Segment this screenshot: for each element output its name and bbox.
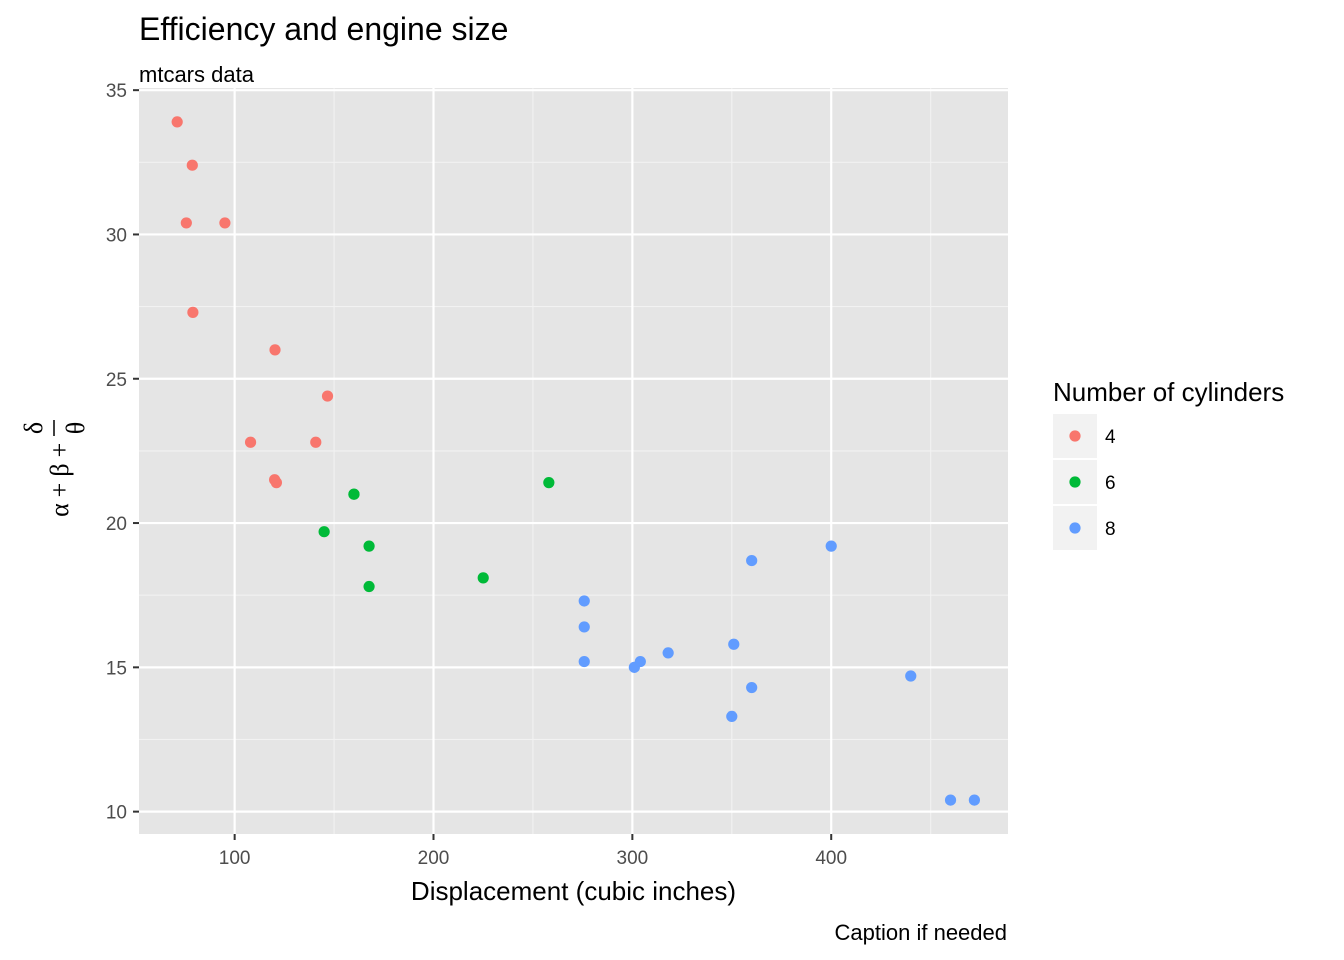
y-title-alpha: α bbox=[45, 503, 74, 517]
data-point-cyl-4 bbox=[270, 477, 283, 489]
y-tick-label: 10 bbox=[106, 803, 127, 824]
data-point-cyl-8 bbox=[578, 621, 590, 633]
data-point-cyl-6 bbox=[363, 580, 375, 593]
y-title-plus-2: + bbox=[45, 443, 74, 458]
legend-marker-6 bbox=[1069, 476, 1081, 488]
y-tick-label: 30 bbox=[106, 225, 127, 246]
data-point-cyl-8 bbox=[628, 661, 640, 673]
data-point-cyl-4 bbox=[171, 116, 183, 128]
legend-title: Number of cylinders bbox=[1053, 377, 1284, 407]
chart-caption: Caption if needed bbox=[835, 920, 1007, 945]
data-point-cyl-8 bbox=[905, 670, 917, 682]
data-points bbox=[171, 116, 980, 806]
data-point-cyl-4 bbox=[219, 217, 231, 229]
legend-marker-4 bbox=[1069, 430, 1081, 442]
legend-keys: 4 6 8 bbox=[1053, 414, 1116, 550]
legend-label-6: 6 bbox=[1105, 473, 1116, 494]
y-title-delta: δ bbox=[19, 422, 48, 434]
data-point-cyl-8 bbox=[578, 655, 590, 668]
legend-marker-8 bbox=[1069, 522, 1081, 534]
x-tick-label: 300 bbox=[617, 848, 649, 869]
data-point-cyl-4 bbox=[244, 436, 257, 448]
minor-grid bbox=[139, 88, 1008, 834]
x-axis-title: Displacement (cubic inches) bbox=[411, 876, 736, 906]
major-grid bbox=[139, 88, 1008, 834]
data-point-cyl-8 bbox=[968, 794, 980, 806]
data-point-cyl-8 bbox=[746, 554, 758, 567]
data-point-cyl-8 bbox=[728, 638, 740, 650]
data-point-cyl-4 bbox=[269, 344, 281, 356]
data-point-cyl-6 bbox=[477, 572, 489, 584]
data-point-cyl-8 bbox=[944, 794, 957, 806]
legend: Number of cylinders 4 6 8 bbox=[1053, 377, 1284, 550]
x-tick-label: 100 bbox=[219, 848, 251, 869]
chart-subtitle: mtcars data bbox=[139, 62, 255, 87]
y-axis: 10 15 20 25 30 35 bbox=[106, 81, 139, 824]
y-tick-label: 35 bbox=[106, 81, 127, 102]
data-point-cyl-4 bbox=[310, 436, 322, 448]
y-title-beta: β bbox=[45, 463, 74, 476]
x-axis: 100 200 300 400 bbox=[219, 834, 847, 869]
y-tick-label: 25 bbox=[106, 370, 127, 391]
x-tick-label: 400 bbox=[815, 848, 847, 869]
data-point-cyl-4 bbox=[187, 306, 199, 318]
legend-label-4: 4 bbox=[1105, 427, 1116, 448]
data-point-cyl-8 bbox=[825, 540, 837, 552]
y-axis-title: α + β + δ θ bbox=[19, 420, 90, 517]
y-tick-label: 20 bbox=[106, 514, 127, 535]
y-title-plus-1: + bbox=[45, 483, 74, 498]
data-point-cyl-8 bbox=[746, 681, 758, 694]
y-title-theta: θ bbox=[61, 422, 90, 434]
y-tick-label: 15 bbox=[106, 658, 127, 679]
data-point-cyl-6 bbox=[348, 488, 360, 500]
data-point-cyl-6 bbox=[363, 540, 375, 552]
chart-title: Efficiency and engine size bbox=[139, 11, 508, 47]
legend-label-8: 8 bbox=[1105, 519, 1116, 540]
data-point-cyl-8 bbox=[662, 647, 674, 659]
plot-panel bbox=[139, 88, 1008, 834]
x-tick-label: 200 bbox=[418, 848, 450, 869]
data-point-cyl-4 bbox=[186, 159, 198, 171]
data-point-cyl-4 bbox=[180, 217, 192, 229]
data-point-cyl-6 bbox=[543, 477, 555, 489]
data-point-cyl-4 bbox=[321, 390, 334, 402]
data-point-cyl-8 bbox=[726, 710, 738, 723]
data-point-cyl-6 bbox=[318, 526, 330, 538]
data-point-cyl-8 bbox=[578, 595, 590, 607]
